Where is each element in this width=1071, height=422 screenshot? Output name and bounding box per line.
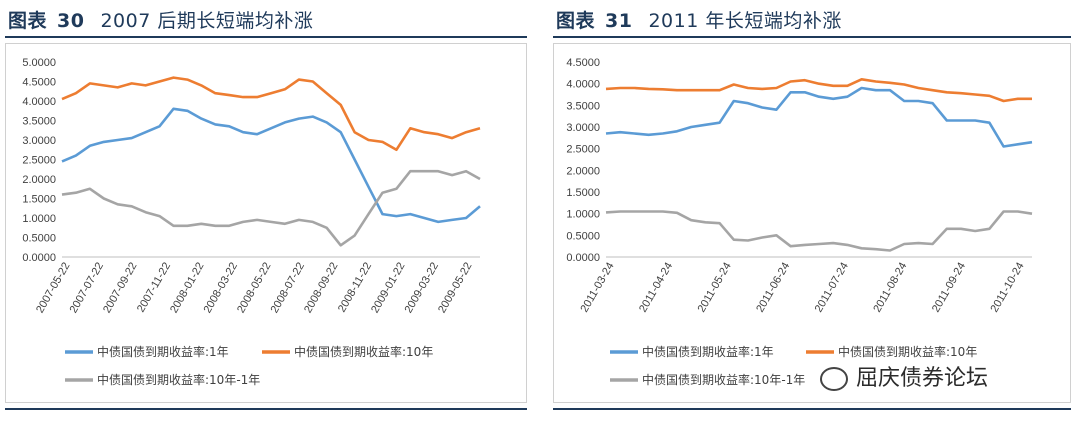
- y-tick-label: 3.5000: [566, 100, 600, 112]
- y-tick-label: 2.5000: [566, 144, 600, 156]
- legend-label: 中债国债到期收益率:10年: [838, 344, 977, 359]
- series-line: [61, 169, 481, 247]
- legend-label: 中债国债到期收益率:10年-1年: [97, 372, 260, 387]
- x-tick-label: 2009-03-22: [403, 261, 442, 316]
- y-tick-label: 1.5000: [22, 194, 56, 206]
- y-tick-label: 1.0000: [22, 213, 56, 225]
- title-rule: [5, 36, 527, 38]
- y-tick-label: 1.0000: [566, 209, 600, 221]
- x-tick-label: 2007-09-22: [101, 261, 140, 316]
- x-tick-label: 2011-06-24: [754, 261, 792, 315]
- series-line: [605, 210, 1033, 252]
- legend-label: 中债国债到期收益率:10年-1年: [642, 372, 805, 387]
- y-tick-label: 4.5000: [566, 57, 600, 69]
- x-tick-label: 2011-07-24: [813, 261, 851, 315]
- x-tick-label: 2007-11-22: [135, 261, 173, 315]
- title-text: 2007 后期长短端均补涨: [100, 10, 314, 32]
- y-tick-label: 4.5000: [22, 77, 56, 89]
- y-tick-label: 2.0000: [566, 165, 600, 177]
- y-tick-label: 4.0000: [22, 96, 56, 108]
- y-tick-label: 3.0000: [566, 122, 600, 134]
- y-tick-label: 0.0000: [22, 252, 56, 264]
- y-tick-label: 0.0000: [566, 252, 600, 264]
- wechat-icon: [820, 367, 848, 391]
- x-tick-label: 2011-08-24: [871, 261, 909, 315]
- legend-label: 中债国债到期收益率:10年: [294, 344, 433, 359]
- chart-title: 图表 30 2007 后期长短端均补涨: [8, 6, 313, 33]
- legend-label: 中债国债到期收益率:1年: [97, 344, 229, 359]
- x-tick-label: 2011-09-24: [930, 261, 968, 315]
- chart-svg: 0.0000 0.5000 1.0000 1.5000 2.0000 2.5000 3.00…: [566, 57, 1033, 387]
- y-tick-label: 0.5000: [566, 230, 600, 242]
- bottom-rule: [553, 408, 1071, 410]
- series-line: [605, 78, 1032, 103]
- title-number: 30: [57, 10, 85, 32]
- title-prefix: 图表: [8, 10, 48, 32]
- x-tick-label: 2008-11-22: [336, 261, 374, 315]
- chart-panel-2: 图表 31 2011 年长短端均补涨 0.0000 0.5000 1.0000 1.500…: [548, 0, 1071, 422]
- y-tick-label: 3.5000: [22, 116, 56, 128]
- legend-label: 中债国债到期收益率:1年: [642, 344, 774, 359]
- y-tick-label: 3.0000: [22, 135, 56, 147]
- y-tick-label: 5.0000: [22, 57, 56, 69]
- x-tick-label: 2007-07-22: [68, 261, 107, 316]
- x-tick-label: 2007-05-22: [34, 261, 73, 316]
- x-tick-label: 2008-07-22: [269, 261, 308, 316]
- x-tick-label: 2011-04-24: [637, 261, 675, 315]
- bottom-rule: [5, 408, 527, 410]
- x-tick-label: 2008-09-22: [302, 261, 341, 316]
- x-tick-label: 2008-03-22: [202, 261, 241, 316]
- title-number: 31: [605, 10, 633, 32]
- series-line: [605, 86, 1033, 148]
- title-rule: [553, 36, 1071, 38]
- x-tick-label: 2008-01-22: [168, 261, 207, 316]
- y-tick-label: 4.0000: [566, 79, 600, 91]
- chart-frame: [5, 43, 527, 403]
- x-tick-label: 2011-03-24: [578, 261, 616, 315]
- title-prefix: 图表: [556, 10, 596, 32]
- chart-title: 图表 31 2011 年长短端均补涨: [556, 6, 842, 33]
- series-line: [61, 107, 481, 224]
- watermark-text: 屈庆债券论坛: [856, 366, 989, 391]
- watermark: 屈庆债券论坛: [820, 360, 988, 392]
- y-tick-label: 1.5000: [566, 187, 600, 199]
- title-text: 2011 年长短端均补涨: [648, 10, 842, 32]
- x-tick-label: 2008-05-22: [235, 261, 274, 316]
- y-tick-label: 0.5000: [22, 233, 56, 245]
- x-tick-label: 2011-10-24: [988, 261, 1026, 315]
- x-tick-label: 2009-01-22: [369, 261, 408, 316]
- chart-panel-1: 图表 30 2007 后期长短端均补涨 0.0000 0.5000 1.0000 1.50…: [0, 0, 527, 422]
- x-tick-label: 2011-05-24: [696, 261, 734, 315]
- x-tick-label: 2009-05-22: [436, 261, 475, 316]
- chart-svg: 0.0000 0.5000 1.0000 1.5000 2.0000 2.5000 3.00…: [22, 57, 481, 387]
- y-tick-label: 2.5000: [22, 155, 56, 167]
- series-line: [61, 76, 481, 152]
- y-tick-label: 2.0000: [22, 174, 56, 186]
